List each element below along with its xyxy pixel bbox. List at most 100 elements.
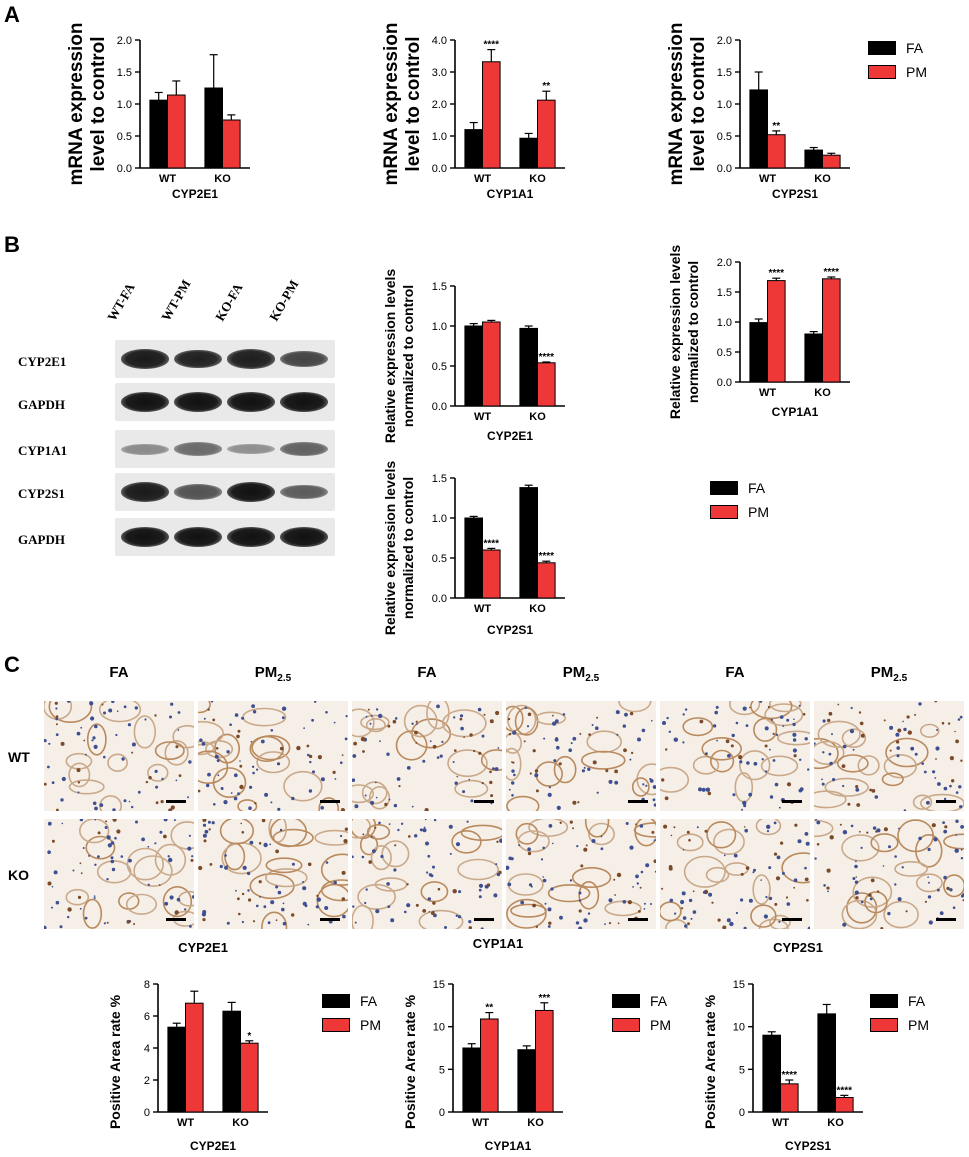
- bar-fa: [204, 87, 223, 169]
- y-tick-label: 0.0: [432, 163, 447, 175]
- y-axis-title: mRNA expression: [666, 23, 687, 186]
- chart-title: CYP2S1: [773, 940, 823, 955]
- bar-fa: [464, 517, 484, 599]
- x-tick-label: WT: [474, 411, 491, 423]
- bar-fa: [749, 322, 769, 383]
- blot-band: [227, 527, 275, 547]
- bar-fa: [749, 89, 769, 169]
- y-axis-title: Relative expression levels: [382, 461, 398, 636]
- ihc-tissue-image: [814, 819, 964, 929]
- y-tick-label: 0: [144, 1107, 150, 1119]
- y-tick-label: 0.0: [117, 163, 132, 175]
- y-tick-label: 1.0: [432, 321, 447, 333]
- bar-pm: [222, 119, 241, 169]
- blot-band: [121, 482, 169, 502]
- ihc-column-header: PM2.5: [198, 664, 348, 684]
- ihc-tissue-image: [660, 819, 810, 929]
- y-tick-label: 0.0: [432, 593, 447, 605]
- y-axis-title: normalized to control: [400, 477, 416, 619]
- ihc-tissue-image: [506, 819, 656, 929]
- y-axis-title: level to control: [88, 36, 109, 171]
- y-tick-label: 2.0: [717, 35, 732, 47]
- bar-pm: [482, 321, 501, 407]
- y-tick-label: 4: [144, 1043, 150, 1055]
- x-axis-title: CYP1A1: [487, 187, 534, 201]
- ihc-header-main: FA: [109, 664, 129, 681]
- legend-fa-swatch: [868, 41, 896, 55]
- x-tick-label: KO: [814, 387, 831, 399]
- bar-fa: [762, 1034, 782, 1113]
- significance-label: ****: [769, 268, 785, 279]
- bar-pm: [767, 280, 786, 383]
- blot-strip: [115, 340, 335, 378]
- y-tick-label: 0: [739, 1107, 745, 1119]
- scale-bar: [628, 800, 648, 803]
- y-axis-title: Positive Area rate %: [107, 994, 123, 1129]
- legend-pm-label: PM: [360, 1017, 381, 1033]
- blot-row-label: GAPDH: [18, 397, 65, 412]
- y-tick-label: 0.0: [717, 163, 732, 175]
- blot-row-label: CYP2E1: [18, 354, 67, 369]
- ihc-tissue-image: [660, 701, 810, 811]
- blot-band: [280, 484, 328, 500]
- ihc-tissue-image: [44, 701, 194, 811]
- x-tick-label: KO: [827, 1117, 844, 1129]
- significance-label: ****: [782, 1070, 798, 1081]
- scale-bar: [474, 918, 494, 921]
- ihc-header-sub: 2.5: [893, 673, 908, 684]
- ihc-header-sub: 2.5: [585, 673, 600, 684]
- bar-fa: [519, 487, 538, 599]
- blot-strip: [115, 518, 335, 556]
- chart-a3-cyp2s1-mrna: 0.0 0.5 1.0 1.5 2.0 ** WT KO CYP2S1 mRNA expressi…: [666, 23, 850, 201]
- ihc-row-label: WT: [8, 749, 30, 765]
- legend-fa-label: FA: [360, 993, 378, 1009]
- ihc-row-label: KO: [8, 867, 29, 883]
- bar-pm: [185, 1002, 204, 1113]
- panel-letter-a: A: [4, 2, 20, 27]
- blot-band: [280, 350, 328, 368]
- x-axis-title: CYP2S1: [487, 623, 533, 637]
- x-tick-label: WT: [474, 603, 491, 615]
- bar-fa: [222, 1010, 242, 1113]
- bar-pm: [535, 1009, 554, 1113]
- blot-band: [121, 443, 169, 455]
- blot-band: [174, 349, 222, 369]
- y-axis-title: mRNA expression: [66, 23, 87, 186]
- blot-band: [280, 442, 328, 456]
- ihc-tissue-image: [198, 819, 348, 929]
- y-axis-title: normalized to control: [400, 285, 416, 427]
- y-tick-label: 2.0: [717, 257, 732, 269]
- y-tick-label: 1.5: [432, 281, 447, 293]
- x-axis-title: CYP2E1: [487, 429, 533, 443]
- ihc-tissue-image: [352, 701, 502, 811]
- western-blot: WT-FA WT-PM KO-FA KO-PM CYP2E1 GAPDH CYP…: [0, 270, 360, 570]
- significance-label: ***: [538, 993, 550, 1004]
- y-tick-label: 15: [733, 979, 745, 991]
- blot-band: [121, 349, 169, 369]
- blot-band: [280, 527, 328, 547]
- scale-bar: [782, 918, 802, 921]
- bar-pm: [537, 362, 556, 407]
- bar-pm: [240, 1042, 259, 1113]
- y-axis-title: mRNA expression: [381, 23, 402, 186]
- bar-fa: [817, 1013, 837, 1113]
- bar-fa: [462, 1047, 482, 1113]
- x-tick-label: KO: [529, 603, 546, 615]
- bar-pm: [480, 1018, 499, 1113]
- chart-title: CYP1A1: [473, 936, 524, 951]
- bar-pm: [822, 154, 841, 169]
- x-tick-label: WT: [474, 173, 491, 185]
- bar-pm: [537, 99, 556, 169]
- y-tick-label: 10: [433, 1022, 445, 1034]
- x-tick-label: KO: [529, 411, 546, 423]
- blot-lane-label: KO-PM: [266, 277, 302, 324]
- significance-label: **: [542, 81, 550, 92]
- scale-bar: [474, 800, 494, 803]
- legend-fa-swatch: [612, 994, 640, 1008]
- blot-row-label: CYP1A1: [18, 443, 68, 458]
- bar-pm: [822, 278, 841, 383]
- blot-row-label: CYP2S1: [18, 486, 65, 501]
- x-tick-label: WT: [472, 1117, 489, 1129]
- x-tick-label: KO: [214, 173, 231, 185]
- ihc-header-main: PM: [254, 664, 278, 681]
